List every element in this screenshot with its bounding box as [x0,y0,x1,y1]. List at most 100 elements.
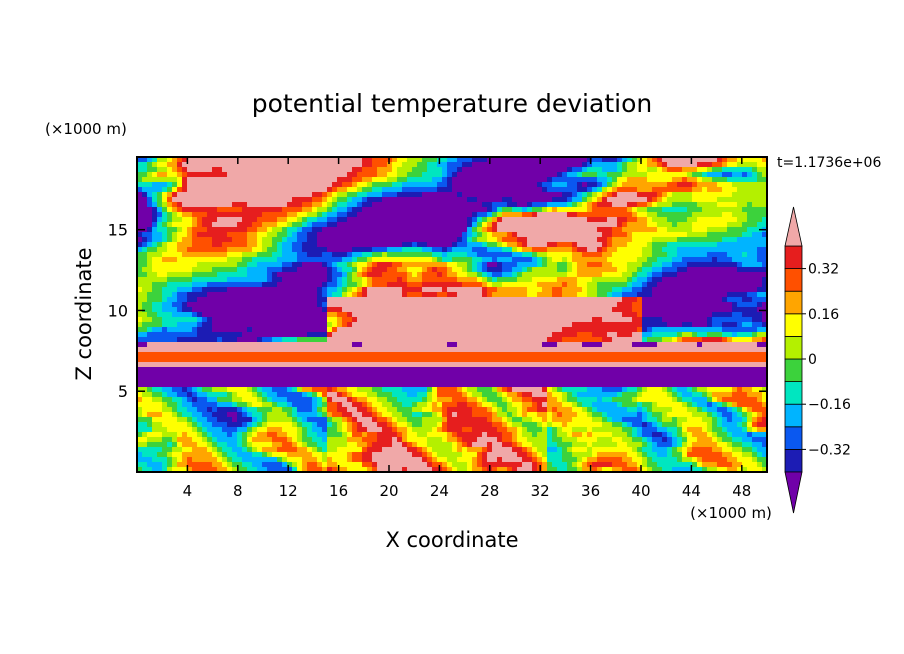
heatmap-cell [597,267,603,273]
heatmap-cell [347,192,353,198]
heatmap-cell [182,192,188,198]
heatmap-cell [247,352,253,358]
heatmap-cell [607,172,613,178]
heatmap-cell [352,157,358,163]
heatmap-cell [467,327,473,333]
heatmap-cell [547,162,553,168]
heatmap-cell [727,287,733,293]
heatmap-cell [392,332,398,338]
heatmap-cell [572,252,578,258]
heatmap-cell [332,182,338,188]
heatmap-cell [292,317,298,323]
heatmap-cell [202,167,208,173]
heatmap-cell [687,267,693,273]
heatmap-cell [242,172,248,178]
heatmap-cell [632,317,638,323]
heatmap-cell [532,207,538,213]
heatmap-cell [592,202,598,208]
heatmap-cell [712,307,718,313]
heatmap-cell [252,252,258,258]
heatmap-cell [262,252,268,258]
heatmap-cell [197,207,203,213]
heatmap-cell [257,327,263,333]
heatmap-cell [147,332,153,338]
heatmap-cell [537,232,543,238]
heatmap-cell [612,197,618,203]
heatmap-cell [507,227,513,233]
time-label: t=1.1736e+06 [777,155,881,171]
heatmap-cell [492,247,498,253]
heatmap-cell [487,262,493,268]
heatmap-cell [537,227,543,233]
heatmap-cell [492,282,498,288]
heatmap-cell [757,282,763,288]
heatmap-cell [317,157,323,163]
heatmap-cell [297,247,303,253]
heatmap-cell [327,267,333,273]
heatmap-cell [617,197,623,203]
heatmap-cell [202,197,208,203]
heatmap-cell [517,272,523,278]
heatmap-cell [722,242,728,248]
heatmap-cell [237,192,243,198]
heatmap-cell [137,232,143,238]
heatmap-cell [712,192,718,198]
heatmap-cell [647,342,653,348]
heatmap-cell [517,322,523,328]
heatmap-cell [542,247,548,253]
heatmap-cell [142,192,148,198]
heatmap-cell [387,172,393,178]
heatmap-cell [447,227,453,233]
heatmap-cell [652,227,658,233]
heatmap-cell [167,307,173,313]
heatmap-cell [352,237,358,243]
heatmap-cell [392,237,398,243]
heatmap-cell [532,342,538,348]
heatmap-cell [672,262,678,268]
heatmap-cell [432,187,438,193]
heatmap-cell [252,287,258,293]
heatmap-cell [237,317,243,323]
heatmap-cell [642,272,648,278]
heatmap-cell [292,252,298,258]
heatmap-cell [497,157,503,163]
heatmap-cell [322,327,328,333]
heatmap-cell [602,237,608,243]
heatmap-cell [662,327,668,333]
heatmap-cell [582,192,588,198]
heatmap-cell [417,242,423,248]
heatmap-cell [367,337,373,343]
heatmap-cell [222,302,228,308]
heatmap-cell [142,312,148,318]
heatmap-cell [537,252,543,258]
heatmap-cell [312,177,318,183]
heatmap-cell [167,312,173,318]
heatmap-cell [292,257,298,263]
heatmap-cell [217,192,223,198]
heatmap-cell [202,342,208,348]
heatmap-cell [492,237,498,243]
heatmap-cell [147,257,153,263]
heatmap-cell [612,212,618,218]
heatmap-cell [497,187,503,193]
heatmap-cell [167,332,173,338]
heatmap-cell [707,327,713,333]
heatmap-cell [697,222,703,228]
heatmap-cell [402,222,408,228]
heatmap-cell [222,182,228,188]
heatmap-cell [312,222,318,228]
heatmap-cell [257,347,263,353]
heatmap-cell [442,157,448,163]
heatmap-cell [457,307,463,313]
heatmap-cell [527,262,533,268]
heatmap-cell [322,252,328,258]
heatmap-cell [307,337,313,343]
heatmap-cell [267,347,273,353]
heatmap-cell [152,227,158,233]
heatmap-cell [267,177,273,183]
heatmap-cell [277,302,283,308]
heatmap-cell [222,342,228,348]
heatmap-cell [237,342,243,348]
heatmap-cell [742,317,748,323]
heatmap-cell [452,232,458,238]
